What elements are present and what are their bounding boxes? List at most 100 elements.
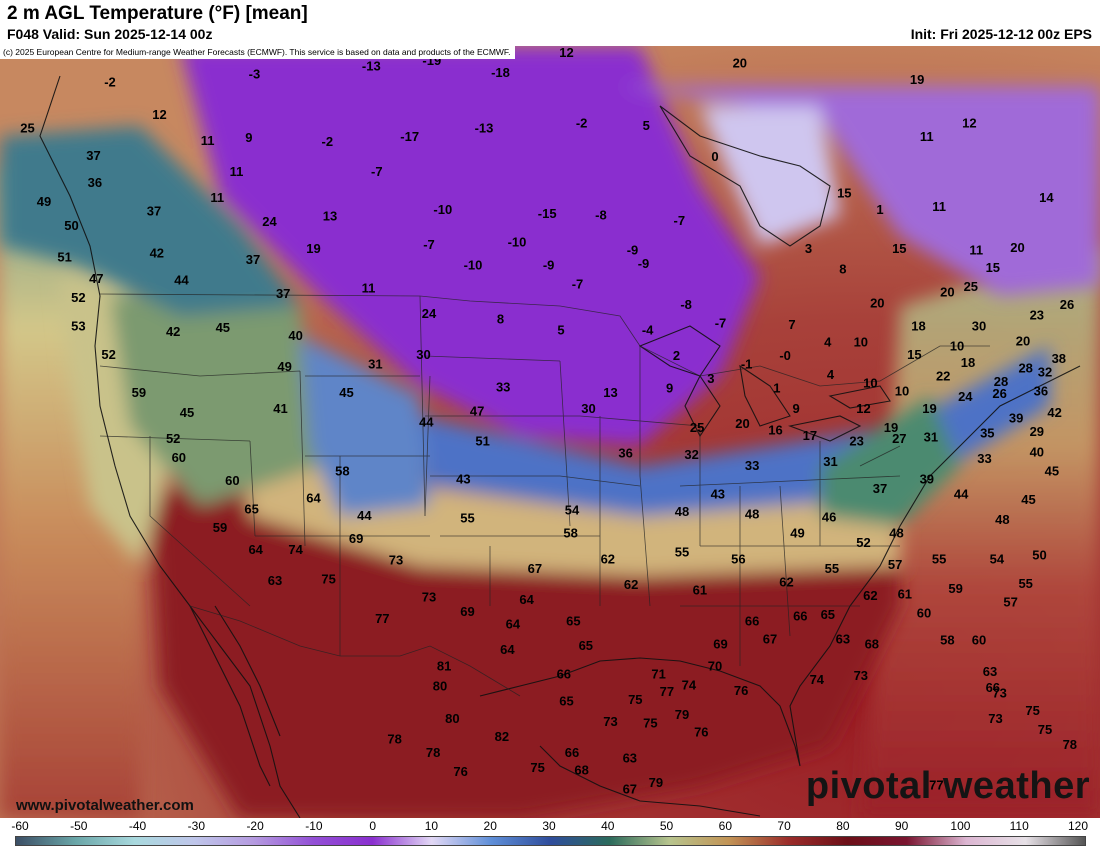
us-mexico-border — [189, 605, 521, 697]
temperature-map[interactable]: -2 -3 -13 -19 -18 12 20 19 25 12 37 11 9 -2 -17 -13 -2 5 1… — [0, 46, 1100, 818]
temperature-label: 74 — [288, 542, 303, 557]
temperature-label: 5 — [643, 118, 650, 133]
temperature-label: 55 — [675, 545, 689, 560]
temperature-label: 45 — [1045, 463, 1059, 478]
temperature-label: 60 — [917, 606, 931, 621]
temperature-label: 53 — [71, 318, 85, 333]
colorbar-ramp — [15, 836, 1086, 846]
colorbar-tick-label: -50 — [70, 819, 88, 833]
temperature-label: -13 — [475, 121, 494, 136]
temperature-label: 76 — [453, 764, 467, 779]
temperature-label: 4 — [824, 335, 832, 350]
temperature-label: 79 — [675, 707, 689, 722]
temperature-label: -7 — [674, 213, 686, 228]
temperature-label: 51 — [57, 249, 71, 264]
temperature-label: 60 — [172, 450, 186, 465]
pale-hudson-zone — [700, 106, 840, 246]
website-link[interactable]: www.pivotalweather.com — [16, 797, 194, 814]
temperature-label: -8 — [595, 207, 607, 222]
temperature-label: 75 — [1025, 703, 1039, 718]
temperature-label: 59 — [213, 520, 227, 535]
temperature-label: 36 — [1034, 383, 1048, 398]
temperature-label: 4 — [827, 367, 835, 382]
temperature-label: 40 — [1030, 444, 1044, 459]
temperature-label: 78 — [426, 745, 440, 760]
temperature-label: 3 — [707, 371, 714, 386]
temperature-label: 19 — [306, 241, 320, 256]
temperature-label: 49 — [37, 194, 51, 209]
temperature-label: 77 — [929, 778, 943, 793]
temperature-label: 37 — [147, 203, 161, 218]
temperature-label: 76 — [694, 725, 708, 740]
temperature-label: 1 — [773, 381, 780, 396]
temperature-label: 30 — [972, 318, 986, 333]
temperature-label: -0 — [779, 348, 791, 363]
temperature-label: 78 — [1063, 737, 1077, 752]
temperature-label: 43 — [711, 486, 725, 501]
temperature-label: 68 — [865, 637, 879, 652]
temperature-label: 58 — [940, 633, 954, 648]
temperature-label: 58 — [335, 463, 349, 478]
temperature-label: 33 — [977, 451, 991, 466]
temperature-label: 28 — [994, 374, 1008, 389]
temperature-label: 40 — [288, 328, 302, 343]
temperature-label: 75 — [628, 692, 642, 707]
temperature-label: 48 — [675, 504, 689, 519]
temperature-label: 65 — [559, 694, 573, 709]
temperature-label: -9 — [638, 256, 650, 271]
temperature-label: 55 — [825, 561, 839, 576]
temperature-label: 74 — [682, 677, 697, 692]
temperature-label: 63 — [836, 631, 850, 646]
temperature-label: 30 — [416, 347, 430, 362]
temperature-label: 75 — [1038, 722, 1052, 737]
temperature-label: 16 — [768, 423, 782, 438]
temperature-label: 42 — [1047, 405, 1061, 420]
pivotal-weather-logo: pivotal weather — [805, 765, 1090, 807]
temperature-label: 70 — [708, 658, 722, 673]
temperature-label: 52 — [71, 290, 85, 305]
temperature-label: -7 — [423, 237, 435, 252]
temperature-label: 48 — [745, 507, 759, 522]
temperature-label: 37 — [873, 481, 887, 496]
colorbar-tick-label: 90 — [894, 819, 909, 833]
temperature-label: -8 — [680, 297, 692, 312]
temperature-label: 0 — [711, 149, 718, 164]
colorbar-tick-label: 50 — [659, 819, 674, 833]
temperature-label: 2 — [673, 348, 680, 363]
lavender-northeast — [620, 86, 1100, 296]
temperature-label: 10 — [854, 335, 868, 350]
temperature-label: 66 — [793, 608, 807, 623]
state-borders — [99, 293, 990, 697]
colorbar-tick-label: 60 — [718, 819, 733, 833]
temperature-label: 15 — [837, 186, 851, 201]
temperature-label: 31 — [823, 454, 837, 469]
colorbar-tick-label: -20 — [246, 819, 264, 833]
temperature-label: 80 — [433, 679, 447, 694]
temperature-label: 80 — [445, 711, 459, 726]
temperature-label: 20 — [940, 285, 954, 300]
temperature-label: 26 — [1060, 297, 1074, 312]
temperature-label: 15 — [907, 347, 921, 362]
temperature-label: 11 — [920, 129, 934, 144]
temperature-label: 49 — [790, 526, 804, 541]
temperature-label: 81 — [437, 658, 451, 673]
temperature-label: 11 — [969, 243, 983, 258]
temperature-label: 24 — [958, 389, 973, 404]
temperature-label: 65 — [821, 607, 835, 622]
temperature-label: 28 — [1018, 360, 1032, 375]
temperature-label: -4 — [642, 323, 654, 338]
eastern-state-lines — [679, 426, 901, 666]
temperature-label: 58 — [563, 526, 577, 541]
temperature-label: 48 — [889, 526, 903, 541]
temperature-label: 64 — [500, 642, 515, 657]
temperature-label: -3 — [249, 67, 261, 82]
temperature-label: 10 — [895, 383, 909, 398]
temperature-label: 13 — [323, 209, 337, 224]
temperature-label: 45 — [1021, 492, 1035, 507]
temperature-label: 20 — [733, 56, 747, 71]
temperature-label: 63 — [268, 573, 282, 588]
temperature-label: 11 — [201, 133, 215, 148]
temperature-label: 11 — [210, 190, 224, 205]
temperature-label: 13 — [603, 385, 617, 400]
temperature-label: 73 — [422, 589, 436, 604]
